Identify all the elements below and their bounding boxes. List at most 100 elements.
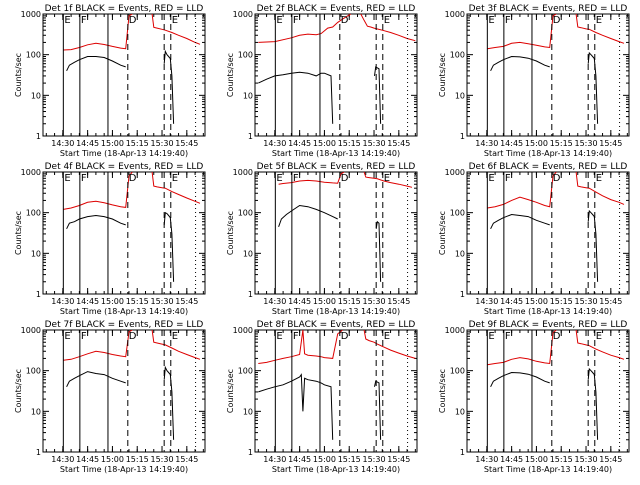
- x-tick-label: 15:45: [387, 455, 410, 464]
- marker-label: E: [276, 15, 282, 26]
- series-lld-segment: [258, 330, 343, 364]
- series-events-segment: [163, 365, 175, 440]
- marker-label: D: [341, 331, 349, 342]
- x-axis-label: Start Time (18-Apr-13 14:19:40): [60, 307, 188, 316]
- x-axis-label: Start Time (18-Apr-13 14:19:40): [272, 149, 400, 158]
- series-lld-segment: [487, 14, 557, 50]
- marker-label: D: [553, 331, 561, 342]
- x-tick-label: 15:45: [599, 139, 622, 148]
- marker-label: D: [553, 173, 561, 184]
- series-lld-segment: [360, 14, 416, 42]
- x-tick-label: 15:15: [338, 297, 361, 306]
- x-tick-label: 15:45: [599, 455, 622, 464]
- x-tick-label: 15:15: [550, 455, 573, 464]
- y-tick-label: 100: [26, 367, 41, 376]
- marker-label: E: [488, 15, 494, 26]
- x-tick-label: 14:30: [263, 455, 286, 464]
- marker-label: F: [293, 15, 299, 26]
- x-tick-label: 14:30: [51, 455, 74, 464]
- x-tick-label: 15:30: [150, 297, 173, 306]
- marker-label: D: [341, 15, 349, 26]
- x-tick-label: 14:30: [475, 297, 498, 306]
- x-axis-label: Start Time (18-Apr-13 14:19:40): [60, 149, 188, 158]
- y-tick-label: 10: [31, 91, 41, 100]
- y-tick-label: 1: [248, 448, 253, 457]
- x-axis-label: Start Time (18-Apr-13 14:19:40): [484, 307, 612, 316]
- x-tick-label: 15:30: [362, 455, 385, 464]
- series-events-segment: [490, 213, 550, 230]
- x-tick-label: 15:15: [550, 297, 573, 306]
- panel-5: Det 5f BLACK = Events, RED = LLD 1 10 100 10…: [226, 162, 418, 316]
- y-tick-label: 1: [248, 290, 253, 299]
- y-tick-label: 1000: [233, 10, 253, 19]
- panel-title: Det 7f BLACK = Events, RED = LLD: [45, 320, 204, 330]
- x-tick-label: 15:30: [574, 139, 597, 148]
- y-tick-label: 100: [238, 209, 253, 218]
- x-tick-label: 14:30: [51, 297, 74, 306]
- panel-3: Det 3f BLACK = Events, RED = LLD 1 10 100 10…: [438, 4, 630, 158]
- marker-label: E: [596, 331, 602, 342]
- plot-frame: [254, 171, 418, 295]
- y-tick-label: 1: [248, 132, 253, 141]
- series-lld-segment: [63, 330, 133, 361]
- y-tick-label: 100: [26, 209, 41, 218]
- y-tick-label: 1: [460, 132, 465, 141]
- marker-label: F: [81, 331, 87, 342]
- panel-4: Det 4f BLACK = Events, RED = LLD 1 10 100 10…: [14, 162, 206, 316]
- y-axis-label: Counts/sec: [14, 369, 23, 413]
- x-tick-label: 15:00: [101, 139, 124, 148]
- y-axis-label: Counts/sec: [226, 369, 235, 413]
- panel-title: Det 4f BLACK = Events, RED = LLD: [45, 162, 204, 172]
- series-events-segment: [587, 51, 599, 124]
- series-lld-segment: [575, 14, 625, 44]
- plot-frame: [466, 13, 630, 137]
- plot-frame: [254, 329, 418, 453]
- plot-frame: [42, 13, 206, 137]
- panel-title: Det 2f BLACK = Events, RED = LLD: [257, 4, 416, 14]
- series-events-segment: [278, 204, 338, 227]
- plot-frame: [42, 171, 206, 295]
- x-tick-label: 15:45: [175, 297, 198, 306]
- plot-frame: [466, 329, 630, 453]
- x-tick-label: 14:45: [288, 455, 311, 464]
- marker-label: E: [172, 331, 178, 342]
- y-tick-label: 100: [450, 367, 465, 376]
- x-tick-label: 15:00: [313, 297, 336, 306]
- series-lld-segment: [258, 14, 352, 43]
- y-axis-label: Counts/sec: [226, 211, 235, 255]
- y-tick-label: 1000: [445, 168, 465, 177]
- y-tick-label: 1: [460, 290, 465, 299]
- y-tick-label: 1000: [445, 10, 465, 19]
- series-events-segment: [163, 49, 175, 124]
- y-tick-label: 1: [460, 448, 465, 457]
- series-events-segment: [66, 56, 126, 72]
- series-lld-segment: [151, 172, 201, 204]
- panel-title: Det 5f BLACK = Events, RED = LLD: [257, 162, 416, 172]
- series-lld-segment: [63, 14, 133, 51]
- y-tick-label: 10: [243, 249, 253, 258]
- series-lld-segment: [575, 330, 625, 360]
- series-lld-segment: [487, 330, 557, 366]
- marker-label: F: [505, 173, 511, 184]
- x-tick-label: 14:30: [51, 139, 74, 148]
- y-axis-label: Counts/sec: [14, 211, 23, 255]
- x-tick-label: 14:45: [76, 455, 99, 464]
- marker-label: E: [172, 173, 178, 184]
- marker-label: E: [276, 173, 282, 184]
- x-tick-label: 14:30: [475, 139, 498, 148]
- x-tick-label: 15:30: [574, 297, 597, 306]
- x-tick-label: 15:00: [101, 455, 124, 464]
- x-tick-label: 14:30: [263, 139, 286, 148]
- x-tick-label: 14:30: [475, 455, 498, 464]
- y-tick-label: 1000: [21, 10, 41, 19]
- y-tick-label: 100: [238, 367, 253, 376]
- panel-1: Det 1f BLACK = Events, RED = LLD 1 10 100 10…: [14, 4, 206, 158]
- x-tick-label: 15:45: [175, 139, 198, 148]
- y-tick-label: 1000: [21, 168, 41, 177]
- marker-label: E: [596, 173, 602, 184]
- x-axis-label: Start Time (18-Apr-13 14:19:40): [272, 465, 400, 474]
- y-axis-label: Counts/sec: [14, 53, 23, 97]
- x-tick-label: 15:30: [574, 455, 597, 464]
- series-lld-segment: [363, 330, 416, 359]
- y-tick-label: 1: [36, 448, 41, 457]
